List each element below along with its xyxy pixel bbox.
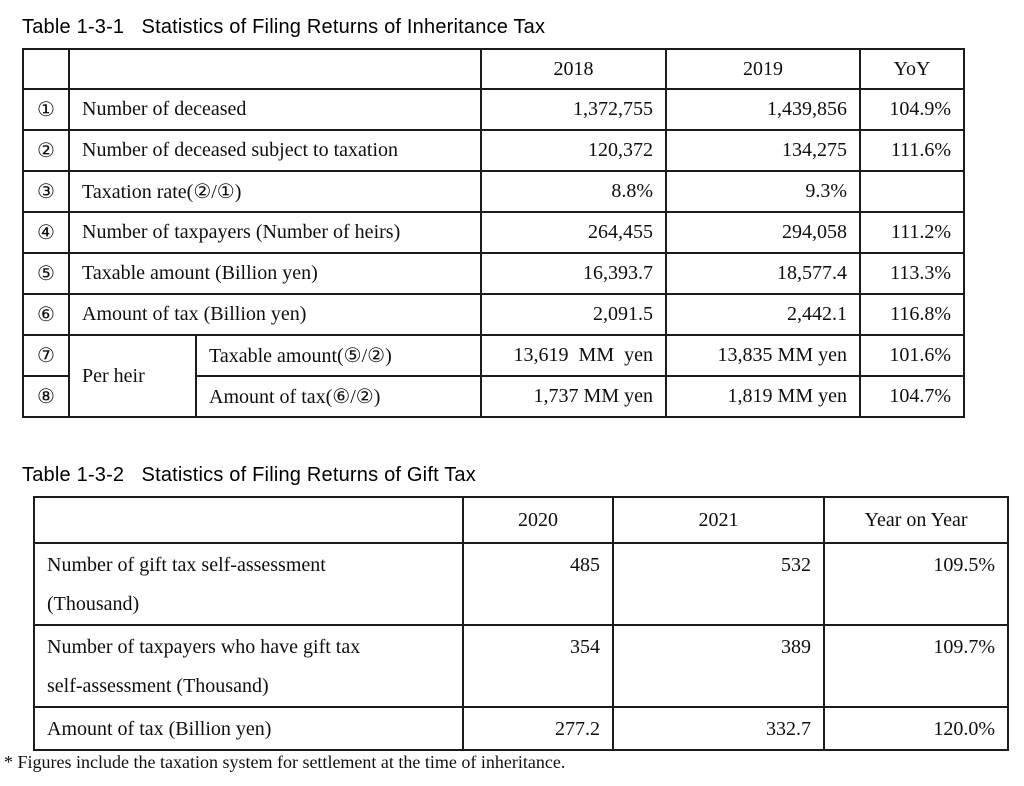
table2-header-yoy: Year on Year (823, 496, 1009, 544)
row-number-cell: ④ (22, 211, 70, 254)
table1-header-row: 2018 2019 YoY (22, 48, 965, 90)
inheritance-tax-table: 2018 2019 YoY ① Number of deceased 1,372… (22, 48, 965, 418)
row-label-cell: Number of deceased subject to taxation (68, 129, 482, 172)
row-number-cell: ② (22, 129, 70, 172)
value-2019-cell: 9.3% (665, 170, 861, 213)
row-number-cell: ⑥ (22, 293, 70, 336)
value-2019-cell: 1,439,856 (665, 88, 861, 131)
table1-row-6: ⑥ Amount of tax (Billion yen) 2,091.5 2,… (22, 293, 965, 336)
value-2018-cell: 1,372,755 (480, 88, 667, 131)
row-label-cell: Taxation rate(②/①) (68, 170, 482, 213)
value-2018-cell: 120,372 (480, 129, 667, 172)
gift-tax-table: 2020 2021 Year on Year Number of gift ta… (33, 496, 1009, 751)
row-number-cell: ⑦ (22, 334, 70, 377)
row-number-cell: ⑧ (22, 375, 70, 418)
table2-row-1: Number of gift tax self-assessment (Thou… (33, 542, 1009, 626)
value-2018-cell: 13,619 MM yen (480, 334, 667, 377)
table1-title: Table 1-3-1 Statistics of Filing Returns… (22, 16, 546, 38)
table2-header-2020: 2020 (462, 496, 614, 544)
value-2018-cell: 1,737 MM yen (480, 375, 667, 418)
yoy-cell: 116.8% (859, 293, 965, 336)
table1-row-3: ③ Taxation rate(②/①) 8.8% 9.3% (22, 170, 965, 213)
value-2019-cell: 1,819 MM yen (665, 375, 861, 418)
table1-header-corner-cell (22, 48, 70, 90)
value-2019-cell: 18,577.4 (665, 252, 861, 295)
yoy-cell (859, 170, 965, 213)
value-2021-cell: 532 (612, 542, 825, 626)
table1-row-2: ② Number of deceased subject to taxation… (22, 129, 965, 172)
table2-row-3: Amount of tax (Billion yen) 277.2 332.7 … (33, 706, 1009, 751)
table1-header-yoy: YoY (859, 48, 965, 90)
row-label-cell: Number of deceased (68, 88, 482, 131)
value-2020-cell: 277.2 (462, 706, 614, 751)
table1-row-8: ⑧ Amount of tax(⑥/②) 1,737 MM yen 1,819 … (22, 375, 965, 418)
table1-header-label-cell (68, 48, 482, 90)
yoy-cell: 109.7% (823, 624, 1009, 708)
value-2020-cell: 485 (462, 542, 614, 626)
table1-row-1: ① Number of deceased 1,372,755 1,439,856… (22, 88, 965, 131)
row-label-cell: Amount of tax (Billion yen) (68, 293, 482, 336)
value-2021-cell: 332.7 (612, 706, 825, 751)
table1-header-2018: 2018 (480, 48, 667, 90)
row-sublabel-cell: Taxable amount(⑤/②) (195, 334, 482, 377)
table2-header-label-cell (33, 496, 464, 544)
yoy-cell: 104.9% (859, 88, 965, 131)
table2-row-2: Number of taxpayers who have gift tax se… (33, 624, 1009, 708)
row-number-cell: ⑤ (22, 252, 70, 295)
yoy-cell: 101.6% (859, 334, 965, 377)
footnote: * Figures include the taxation system fo… (4, 752, 566, 772)
table2-header-row: 2020 2021 Year on Year (33, 496, 1009, 544)
value-2019-cell: 13,835 MM yen (665, 334, 861, 377)
table2-header-2021: 2021 (612, 496, 825, 544)
row-number-cell: ① (22, 88, 70, 131)
value-2019-cell: 2,442.1 (665, 293, 861, 336)
row-number-cell: ③ (22, 170, 70, 213)
value-2018-cell: 2,091.5 (480, 293, 667, 336)
row-label-cell: Number of taxpayers (Number of heirs) (68, 211, 482, 254)
yoy-cell: 104.7% (859, 375, 965, 418)
table1-row-5: ⑤ Taxable amount (Billion yen) 16,393.7 … (22, 252, 965, 295)
row-label-cell: Taxable amount (Billion yen) (68, 252, 482, 295)
per-heir-group-cell: Per heir (68, 334, 197, 418)
value-2019-cell: 294,058 (665, 211, 861, 254)
yoy-cell: 111.6% (859, 129, 965, 172)
row-label-cell: Number of gift tax self-assessment (Thou… (33, 542, 464, 626)
row-label-cell: Amount of tax (Billion yen) (33, 706, 464, 751)
value-2018-cell: 264,455 (480, 211, 667, 254)
row-label-cell: Number of taxpayers who have gift tax se… (33, 624, 464, 708)
yoy-cell: 111.2% (859, 211, 965, 254)
yoy-cell: 120.0% (823, 706, 1009, 751)
yoy-cell: 113.3% (859, 252, 965, 295)
table2-title: Table 1-3-2 Statistics of Filing Returns… (22, 464, 476, 486)
yoy-cell: 109.5% (823, 542, 1009, 626)
value-2021-cell: 389 (612, 624, 825, 708)
value-2018-cell: 16,393.7 (480, 252, 667, 295)
value-2020-cell: 354 (462, 624, 614, 708)
table1-row-7: ⑦ Per heir Taxable amount(⑤/②) 13,619 MM… (22, 334, 965, 418)
value-2018-cell: 8.8% (480, 170, 667, 213)
row-sublabel-cell: Amount of tax(⑥/②) (195, 375, 482, 418)
table1-header-2019: 2019 (665, 48, 861, 90)
value-2019-cell: 134,275 (665, 129, 861, 172)
table1-row-4: ④ Number of taxpayers (Number of heirs) … (22, 211, 965, 254)
